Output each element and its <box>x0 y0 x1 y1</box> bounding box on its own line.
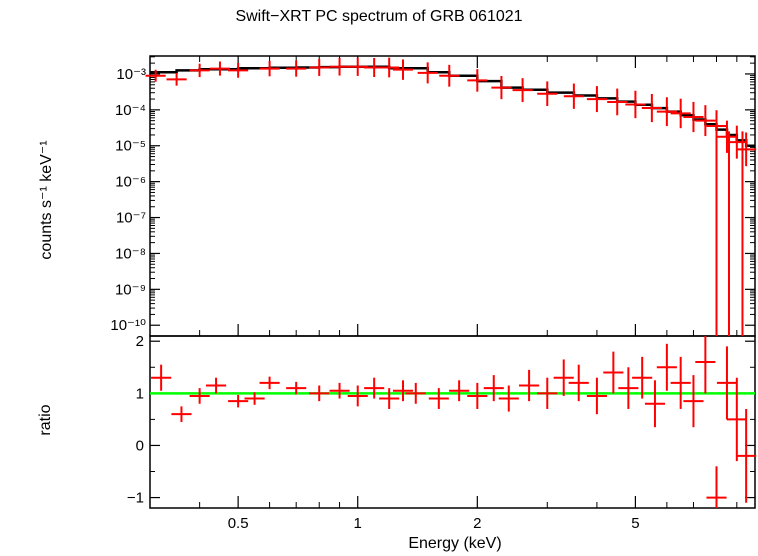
y-tick-label: 10⁻⁷ <box>116 210 146 227</box>
ratio-y-tick-label: 1 <box>136 385 144 402</box>
x-tick-label: 5 <box>631 515 639 532</box>
y-tick-label: 10⁻⁸ <box>115 245 146 262</box>
y-tick-label: 10⁻⁴ <box>115 102 146 119</box>
spectrum-panel-frame <box>149 55 756 337</box>
y-tick-label: 10⁻⁵ <box>115 138 146 155</box>
x-tick-label: 2 <box>473 515 481 532</box>
x-tick-label: 1 <box>354 515 362 532</box>
y-tick-label: 10⁻³ <box>116 66 146 83</box>
x-axis-label: Energy (keV) <box>408 535 502 552</box>
ratio-y-tick-label: 0 <box>136 437 144 454</box>
ratio-y-tick-label: −1 <box>127 490 144 507</box>
model-step-line <box>150 65 755 147</box>
x-tick-label: 0.5 <box>228 515 249 532</box>
chart-title: Swift−XRT PC spectrum of GRB 061021 <box>235 8 523 25</box>
y-tick-label: 10⁻⁶ <box>115 174 146 191</box>
ratio-panel-frame <box>149 335 756 509</box>
ratio-y-tick-label: 2 <box>136 333 144 350</box>
y-tick-label: 10⁻⁹ <box>115 281 146 298</box>
y-tick-label: 10⁻¹⁰ <box>110 317 146 334</box>
